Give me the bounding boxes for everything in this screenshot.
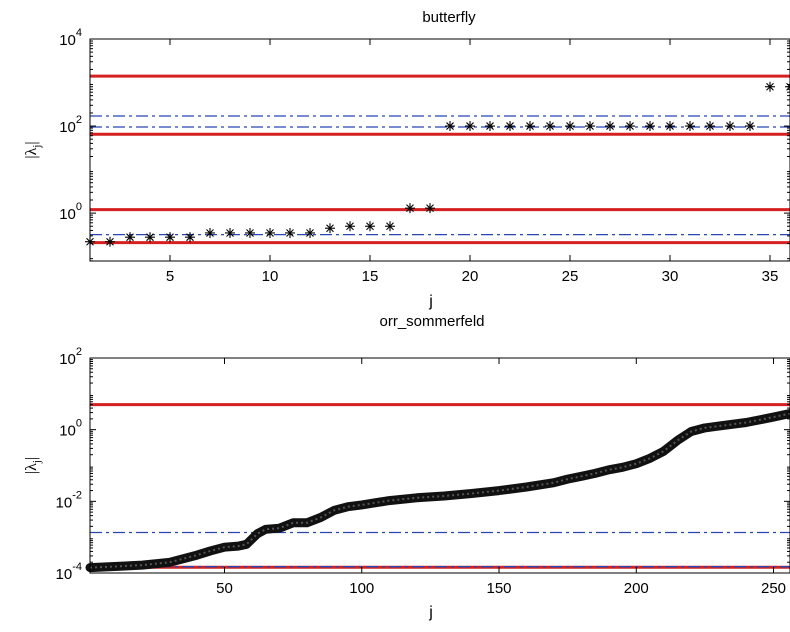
- butterfly-point: [225, 227, 235, 238]
- orr-sommerfeld-xtick-label: 200: [624, 580, 649, 597]
- butterfly-ytick-label: 104: [59, 27, 82, 49]
- butterfly-point: [365, 221, 375, 232]
- orr-sommerfeld-eigenvalue-band: [85, 409, 790, 573]
- butterfly-point: [465, 121, 475, 132]
- orr-sommerfeld-ytick-label: 102: [59, 346, 82, 368]
- orr-sommerfeld-axes-box: [89, 357, 790, 574]
- butterfly-xtick-label: 35: [762, 268, 779, 285]
- butterfly-point: [505, 121, 515, 132]
- butterfly-point: [145, 232, 155, 243]
- orr-sommerfeld-xtick-label: 250: [761, 580, 786, 597]
- butterfly-point: [485, 121, 495, 132]
- butterfly-ylabel: |λj|: [23, 141, 43, 158]
- butterfly-point: [705, 121, 715, 132]
- butterfly-point: [445, 121, 455, 132]
- butterfly-ytick-label: 102: [59, 114, 82, 136]
- butterfly-xtick-label: 15: [362, 268, 379, 285]
- butterfly-point: [285, 227, 295, 238]
- butterfly-point: [105, 236, 115, 247]
- butterfly-point: [545, 121, 555, 132]
- butterfly-point: [265, 227, 275, 238]
- butterfly-point: [585, 121, 595, 132]
- butterfly-xtick-label: 20: [462, 268, 479, 285]
- orr-sommerfeld-ytick-label: 100: [59, 418, 82, 440]
- butterfly-ticks: 5 10 15 20 25 30 35 100 102 104: [59, 27, 790, 285]
- orr-sommerfeld-xtick-label: 100: [349, 580, 374, 597]
- butterfly-point: [665, 121, 675, 132]
- butterfly-point: [185, 232, 195, 243]
- butterfly-point: [385, 221, 395, 232]
- butterfly-ylabel-text: |λj|: [23, 141, 43, 158]
- butterfly-marks: [85, 74, 790, 247]
- butterfly-xtick-label: 5: [166, 268, 174, 285]
- orr-sommerfeld-ticks: 50 100 150 200 250 10-4 10-2 100 102: [56, 346, 790, 597]
- butterfly-xtick-label: 30: [662, 268, 679, 285]
- butterfly-title: butterfly: [422, 9, 476, 26]
- butterfly-panel: butterfly 5 10 15 20 25 30 35 100 102 104 j |λj|: [23, 9, 790, 310]
- butterfly-point: [125, 232, 135, 243]
- butterfly-point: [405, 203, 415, 214]
- orr-sommerfeld-xtick-label: 50: [216, 580, 233, 597]
- butterfly-point: [425, 203, 435, 214]
- orr-sommerfeld-ylabel-text: |λj|: [23, 457, 43, 474]
- butterfly-point: [605, 121, 615, 132]
- orr-sommerfeld-xlabel: j: [428, 604, 433, 621]
- orr-sommerfeld-marks: [85, 403, 790, 573]
- butterfly-axes-box: [89, 38, 790, 262]
- butterfly-point: [325, 223, 335, 234]
- butterfly-xlabel: j: [428, 293, 433, 310]
- butterfly-point: [245, 227, 255, 238]
- butterfly-point: [305, 227, 315, 238]
- butterfly-point: [625, 121, 635, 132]
- butterfly-point: [205, 227, 215, 238]
- butterfly-point: [685, 121, 695, 132]
- orr-sommerfeld-ytick-label: 10-2: [56, 489, 82, 511]
- butterfly-point: [525, 121, 535, 132]
- butterfly-xtick-label: 10: [262, 268, 279, 285]
- orr-sommerfeld-eigenvalue-curve: [89, 412, 790, 569]
- butterfly-point: [745, 121, 755, 132]
- orr-sommerfeld-ytick-label: 10-4: [56, 561, 82, 583]
- orr-sommerfeld-title: orr_sommerfeld: [379, 313, 484, 330]
- orr-sommerfeld-xtick-label: 150: [487, 580, 512, 597]
- butterfly-point: [565, 121, 575, 132]
- butterfly-point: [645, 121, 655, 132]
- orr-sommerfeld-panel: orr_sommerfeld 50 100 150 200 250 10-4 10-2 100…: [23, 313, 790, 621]
- butterfly-point: [345, 221, 355, 232]
- orr-sommerfeld-ylabel: |λj|: [23, 457, 43, 474]
- butterfly-point: [725, 121, 735, 132]
- butterfly-point: [765, 81, 775, 92]
- butterfly-xtick-label: 25: [562, 268, 579, 285]
- butterfly-point: [165, 232, 175, 243]
- butterfly-ytick-label: 100: [59, 201, 82, 223]
